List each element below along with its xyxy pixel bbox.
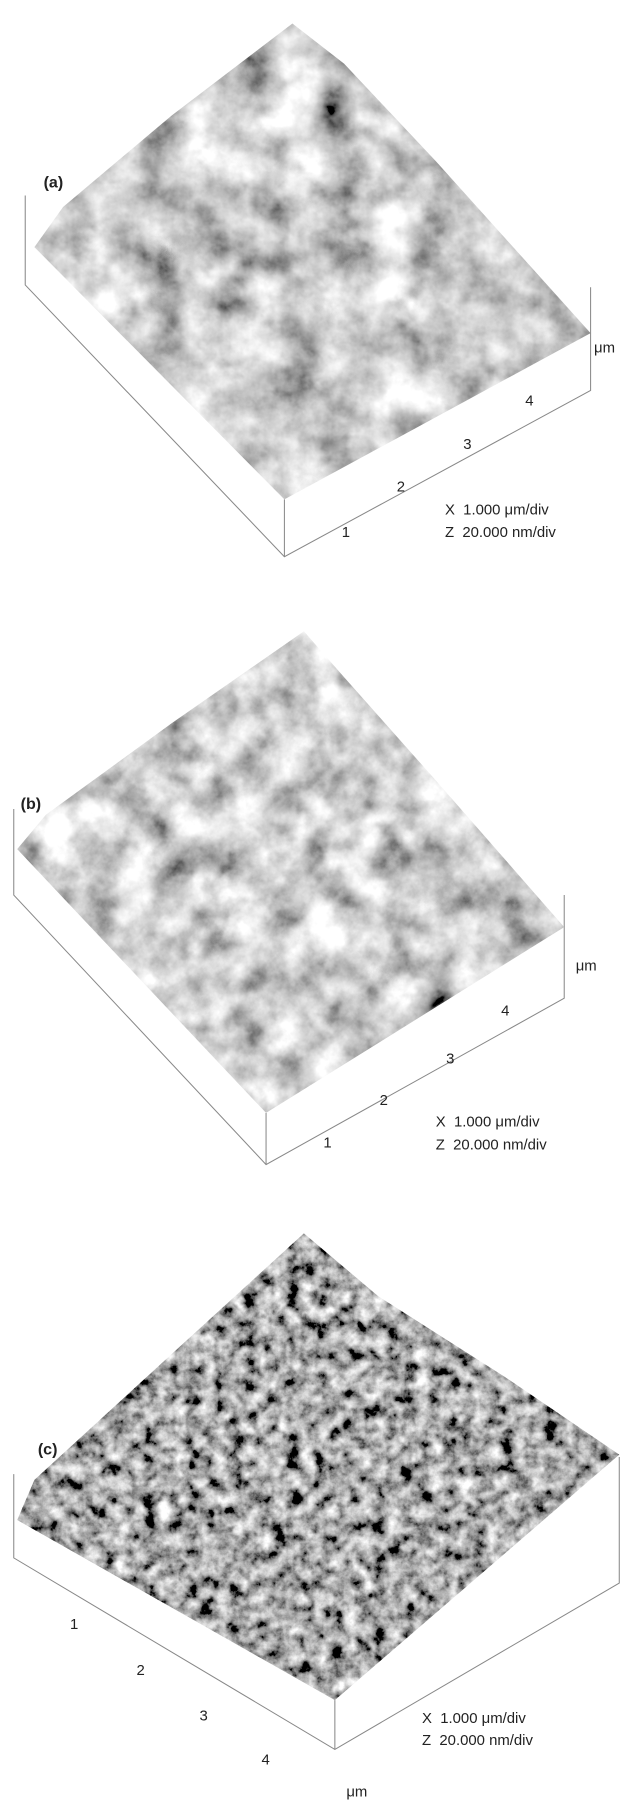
panel-c: (c) 1 2 3 4 μm X 1.000 μm/div Z 20.000 n… xyxy=(14,1233,620,1800)
tick-label: 3 xyxy=(446,1052,454,1068)
panel-label: (b) xyxy=(21,795,41,813)
tick-label: 4 xyxy=(525,393,533,409)
scale-z: Z 20.000 nm/div xyxy=(422,1733,533,1749)
scale-z: Z 20.000 nm/div xyxy=(436,1138,547,1154)
tick-label: 1 xyxy=(342,525,350,541)
panel-label: (c) xyxy=(38,1441,58,1459)
surface xyxy=(17,631,564,1113)
axis-unit: μm xyxy=(576,959,597,975)
axis-unit: μm xyxy=(346,1784,367,1800)
tick-label: 2 xyxy=(136,1663,144,1679)
figure: (a) 1 2 3 4 μm X 1.000 μm/div Z 20.000 n… xyxy=(0,0,625,1805)
panel-b: (b) 1 2 3 4 μm X 1.000 μm/div Z 20.000 n… xyxy=(14,631,597,1164)
tick-label: 1 xyxy=(323,1135,331,1151)
panel-label: (a) xyxy=(44,173,64,191)
axis-unit: μm xyxy=(594,341,615,357)
panel-a: (a) 1 2 3 4 μm X 1.000 μm/div Z 20.000 n… xyxy=(25,23,615,556)
scale-x: X 1.000 μm/div xyxy=(422,1711,526,1727)
scale-x: X 1.000 μm/div xyxy=(436,1115,540,1131)
tick-label: 3 xyxy=(200,1709,208,1725)
tick-label: 4 xyxy=(261,1752,269,1768)
tick-label: 2 xyxy=(397,479,405,495)
scale-z: Z 20.000 nm/div xyxy=(445,525,556,541)
surface xyxy=(17,1233,619,1700)
surface xyxy=(34,23,590,499)
tick-label: 3 xyxy=(463,437,471,453)
tick-label: 2 xyxy=(380,1093,388,1109)
tick-label: 1 xyxy=(70,1617,78,1633)
scale-x: X 1.000 μm/div xyxy=(445,502,549,518)
tick-label: 4 xyxy=(501,1003,509,1019)
